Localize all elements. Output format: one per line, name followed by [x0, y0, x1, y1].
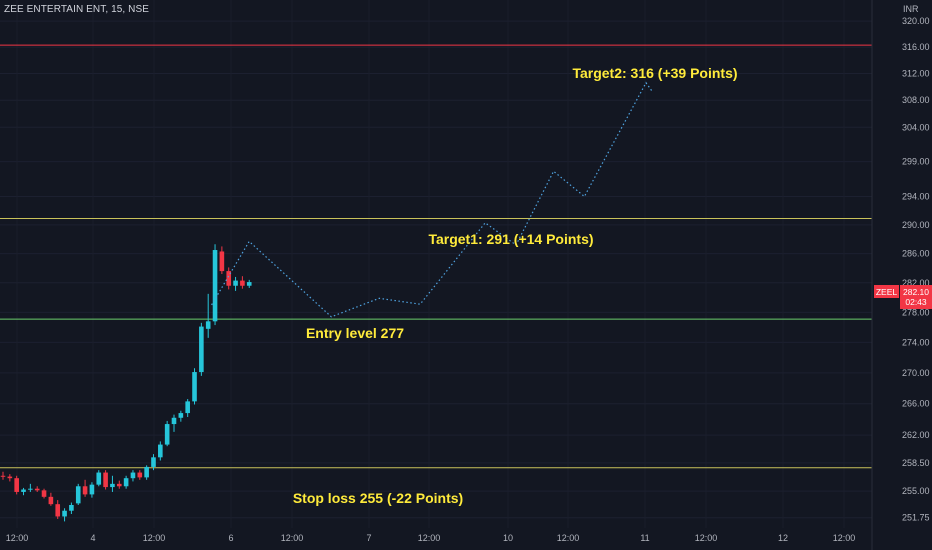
candle-body [14, 478, 19, 492]
candle-body [103, 472, 108, 488]
candle-body [34, 488, 40, 491]
candle-body [185, 401, 190, 414]
candle-body [82, 486, 88, 495]
candle-body [55, 504, 61, 517]
time-axis[interactable]: 12:00 4 12:00 6 12:00 7 12:00 10 12:00 11 12:00 12 1… [6, 533, 856, 543]
candle-body [7, 476, 13, 479]
y-tick-label: 299.00 [902, 157, 930, 167]
y-tick-label: 274.00 [902, 337, 930, 347]
level-label: Target1: 291 (+14 Points) [428, 231, 593, 247]
candle-body [212, 250, 218, 322]
price-axis[interactable]: 251.75 255.00 258.50 262.00 266.00 270.00 274.… [902, 16, 930, 523]
candle-body [48, 496, 54, 505]
level-labels: Target2: 316 (+39 Points) Target1: 291 (+… [293, 65, 738, 506]
x-tick-label: 4 [90, 533, 95, 543]
x-tick-label: 7 [366, 533, 371, 543]
y-tick-label: 278.00 [902, 307, 930, 317]
projection-path [211, 81, 654, 318]
candle-body [75, 486, 81, 504]
candle-body [62, 510, 67, 517]
candle-body [192, 372, 197, 402]
candle-body [116, 483, 122, 487]
y-tick-label: 262.00 [902, 430, 930, 440]
candle-body [205, 321, 211, 329]
last-price-label: 282.10 [903, 287, 929, 297]
candle-body [137, 472, 143, 478]
symbol-header: ZEE ENTERTAIN ENT, 15, NSE [4, 4, 150, 15]
candle-body [151, 457, 156, 467]
grid [0, 20, 872, 519]
candle-body [219, 251, 225, 272]
y-tick-label: 251.75 [902, 513, 930, 523]
y-tick-label: 266.00 [902, 399, 930, 409]
candle-body [21, 489, 26, 492]
level-label: Entry level 277 [306, 325, 404, 341]
candle-body [130, 472, 136, 479]
y-tick-label: 312.00 [902, 69, 930, 79]
y-tick-label: 258.50 [902, 458, 930, 468]
level-label: Target2: 316 (+39 Points) [572, 65, 737, 81]
price-badge-bg [900, 285, 932, 309]
y-tick-label: 286.00 [902, 249, 930, 259]
candle-body [164, 424, 170, 445]
x-tick-label: 12:00 [6, 533, 29, 543]
candle-body [240, 280, 245, 286]
candle-body [233, 280, 238, 286]
candle-body [246, 282, 252, 286]
x-tick-label: 12:00 [695, 533, 718, 543]
x-tick-label: 6 [228, 533, 233, 543]
candle-body [41, 490, 47, 497]
x-tick-label: 12:00 [557, 533, 580, 543]
x-tick-label: 12:00 [143, 533, 166, 543]
y-tick-label: 316.00 [902, 42, 930, 52]
x-tick-label: 12 [778, 533, 788, 543]
candle-body [144, 466, 149, 478]
x-tick-label: 11 [640, 533, 649, 543]
candle-body [110, 483, 115, 488]
currency-label: INR [903, 4, 919, 14]
x-tick-label: 10 [503, 533, 513, 543]
y-tick-label: 320.00 [902, 16, 930, 26]
y-tick-label: 294.00 [902, 192, 930, 202]
x-tick-label: 12:00 [281, 533, 304, 543]
candle-body [96, 472, 102, 485]
countdown-label: 02:43 [905, 297, 927, 307]
x-tick-label: 12:00 [418, 533, 441, 543]
candle-body [171, 417, 177, 425]
y-tick-label: 290.00 [902, 220, 930, 230]
candles [0, 244, 252, 522]
y-tick-label: 308.00 [902, 95, 930, 105]
y-tick-label: 282.00 [902, 278, 930, 288]
candle-body [158, 444, 163, 458]
candle-body [0, 475, 6, 477]
x-tick-label: 12:00 [833, 533, 856, 543]
candle-body [28, 488, 33, 490]
y-tick-label: 270.00 [902, 368, 930, 378]
candle-body [226, 271, 232, 286]
y-tick-label: 304.00 [902, 122, 930, 132]
candle-body [178, 413, 184, 418]
last-price-badge: ZEEL 282.10 02:43 [874, 285, 932, 309]
ticker-badge-label: ZEEL [876, 287, 898, 297]
candle-body [199, 326, 204, 373]
candle-body [123, 478, 129, 487]
candle-body [69, 504, 74, 511]
y-tick-label: 255.00 [902, 486, 930, 496]
projection-line [211, 81, 654, 318]
candle-body [89, 484, 95, 495]
ticker-badge-bg [874, 285, 899, 298]
level-label: Stop loss 255 (-22 Points) [293, 490, 463, 506]
